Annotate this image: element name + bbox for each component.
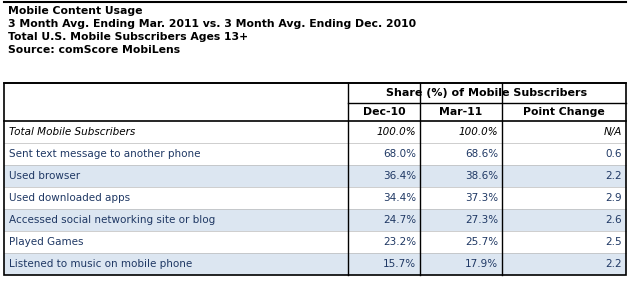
Text: Mar-11: Mar-11 xyxy=(439,107,483,117)
Text: 27.3%: 27.3% xyxy=(465,215,498,225)
Text: 68.6%: 68.6% xyxy=(465,149,498,159)
Text: N/A: N/A xyxy=(604,127,622,137)
Text: 17.9%: 17.9% xyxy=(465,259,498,269)
Text: Accessed social networking site or blog: Accessed social networking site or blog xyxy=(9,215,215,225)
Text: 0.6: 0.6 xyxy=(605,149,622,159)
Text: Point Change: Point Change xyxy=(523,107,605,117)
Text: 100.0%: 100.0% xyxy=(376,127,416,137)
Text: Sent text message to another phone: Sent text message to another phone xyxy=(9,149,200,159)
Bar xyxy=(4,83,626,275)
Bar xyxy=(4,253,626,275)
Text: 2.2: 2.2 xyxy=(605,259,622,269)
Text: Used downloaded apps: Used downloaded apps xyxy=(9,193,130,203)
Text: 2.9: 2.9 xyxy=(605,193,622,203)
Text: Dec-10: Dec-10 xyxy=(363,107,405,117)
Text: 3 Month Avg. Ending Mar. 2011 vs. 3 Month Avg. Ending Dec. 2010: 3 Month Avg. Ending Mar. 2011 vs. 3 Mont… xyxy=(8,19,416,29)
Text: Used browser: Used browser xyxy=(9,171,80,181)
Bar xyxy=(4,209,626,231)
Text: 23.2%: 23.2% xyxy=(383,237,416,247)
Text: 24.7%: 24.7% xyxy=(383,215,416,225)
Text: Share (%) of Mobile Subscribers: Share (%) of Mobile Subscribers xyxy=(386,88,588,98)
Text: Played Games: Played Games xyxy=(9,237,84,247)
Text: 2.6: 2.6 xyxy=(605,215,622,225)
Text: 38.6%: 38.6% xyxy=(465,171,498,181)
Text: 34.4%: 34.4% xyxy=(383,193,416,203)
Text: 100.0%: 100.0% xyxy=(459,127,498,137)
Text: 68.0%: 68.0% xyxy=(383,149,416,159)
Text: Listened to music on mobile phone: Listened to music on mobile phone xyxy=(9,259,192,269)
Text: 2.2: 2.2 xyxy=(605,171,622,181)
Text: Source: comScore MobiLens: Source: comScore MobiLens xyxy=(8,45,180,55)
Text: 2.5: 2.5 xyxy=(605,237,622,247)
Text: 36.4%: 36.4% xyxy=(383,171,416,181)
Text: 15.7%: 15.7% xyxy=(383,259,416,269)
Text: Total U.S. Mobile Subscribers Ages 13+: Total U.S. Mobile Subscribers Ages 13+ xyxy=(8,32,248,42)
Text: Mobile Content Usage: Mobile Content Usage xyxy=(8,6,142,16)
Text: Total Mobile Subscribers: Total Mobile Subscribers xyxy=(9,127,135,137)
Bar xyxy=(4,165,626,187)
Text: 37.3%: 37.3% xyxy=(465,193,498,203)
Text: 25.7%: 25.7% xyxy=(465,237,498,247)
